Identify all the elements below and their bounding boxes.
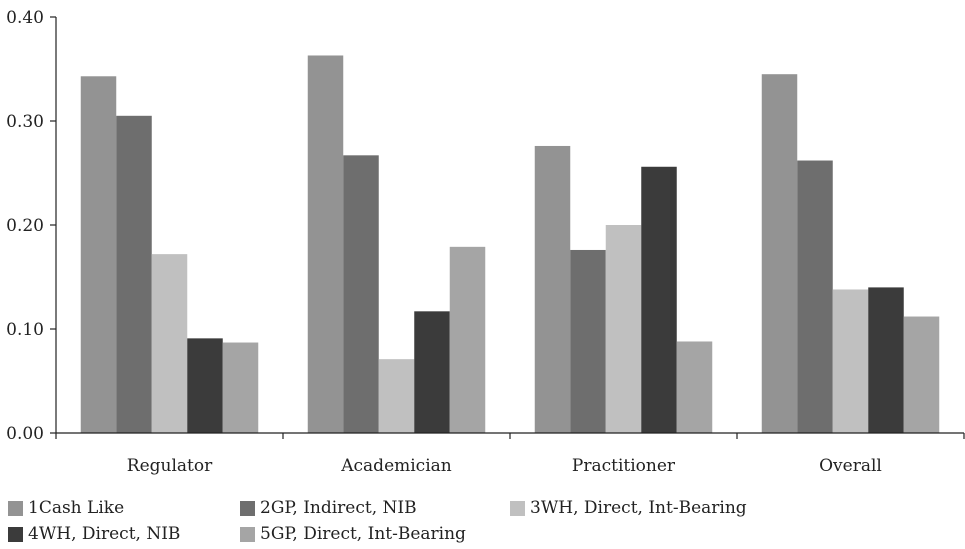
legend-item-3: 3WH, Direct, Int-Bearing [510,498,747,518]
x-tick-label-overall: Overall [819,456,882,476]
bar-5-regulator [222,342,259,433]
bar-3-academician [378,359,415,433]
bar-5-practitioner [676,341,713,433]
bar-2-academician [343,155,379,433]
bar-3-regulator [151,254,188,433]
bar-1-practitioner [534,145,571,433]
legend-label: 3WH, Direct, Int-Bearing [530,498,747,518]
x-tick-label-regulator: Regulator [127,456,213,476]
bar-4-practitioner [641,166,677,433]
bar-3-practitioner [605,225,642,433]
y-tick-label: 0.10 [6,320,44,340]
y-tick-label: 0.30 [6,112,44,132]
bar-1-regulator [80,76,117,433]
bar-3-overall [832,289,869,433]
legend-label: 1Cash Like [28,498,125,518]
bar-4-regulator [187,338,223,433]
bar-2-regulator [116,115,152,434]
y-tick-label: 0.20 [6,216,44,236]
legend-label: 5GP, Direct, Int-Bearing [260,524,466,544]
bar-4-overall [868,287,904,433]
bar-chart: 0.00 0.10 0.20 0.30 0.40 Regulator Academician… [6,8,965,476]
legend-item-5: 5GP, Direct, Int-Bearing [240,524,466,544]
axes-group: 0.00 0.10 0.20 0.30 0.40 Regulator Academician… [6,8,965,476]
legend-item-4: 4WH, Direct, NIB [8,524,180,544]
legend-label: 2GP, Indirect, NIB [260,498,417,518]
bar-5-academician [449,246,486,433]
bar-2-practitioner [570,249,606,433]
legend-swatch [510,500,525,516]
y-tick-label: 0.00 [6,424,44,444]
bars-group [80,55,940,434]
legend-swatch [240,526,255,542]
legend-item-1: 1Cash Like [8,498,124,518]
bar-2-overall [797,160,833,433]
x-tick-label-academician: Academician [340,456,452,476]
y-tick-label: 0.40 [6,8,44,28]
legend-item-2: 2GP, Indirect, NIB [240,498,417,518]
x-tick-label-practitioner: Practitioner [572,456,676,476]
bar-1-academician [307,55,344,433]
legend-swatch [240,500,255,516]
legend-label: 4WH, Direct, NIB [28,524,181,544]
legend-swatch [8,500,23,516]
bar-1-overall [761,74,798,433]
legend: 1Cash Like 2GP, Indirect, NIB 3WH, Direct,… [8,496,958,548]
legend-swatch [8,526,23,542]
bar-4-academician [414,311,450,433]
bar-5-overall [903,316,940,433]
